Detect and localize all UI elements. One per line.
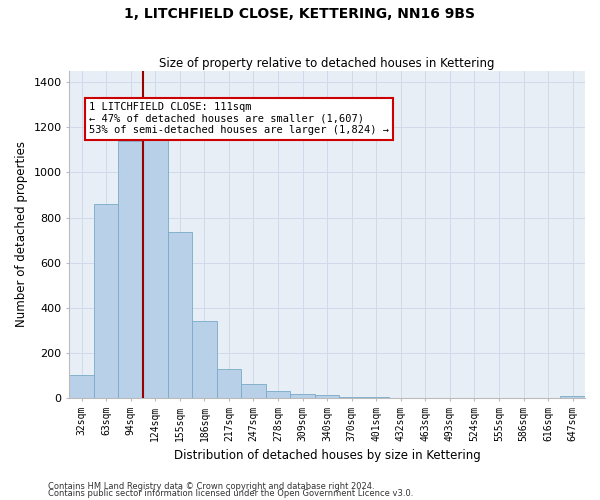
Bar	[94, 204, 118, 398]
Y-axis label: Number of detached properties: Number of detached properties	[15, 142, 28, 328]
Bar	[290, 394, 315, 398]
X-axis label: Distribution of detached houses by size in Kettering: Distribution of detached houses by size …	[174, 450, 481, 462]
Bar	[340, 396, 364, 398]
Bar	[560, 396, 585, 398]
Bar	[364, 397, 389, 398]
Text: Contains public sector information licensed under the Open Government Licence v3: Contains public sector information licen…	[48, 490, 413, 498]
Bar	[315, 395, 340, 398]
Text: 1 LITCHFIELD CLOSE: 111sqm
← 47% of detached houses are smaller (1,607)
53% of s: 1 LITCHFIELD CLOSE: 111sqm ← 47% of deta…	[89, 102, 389, 136]
Text: Contains HM Land Registry data © Crown copyright and database right 2024.: Contains HM Land Registry data © Crown c…	[48, 482, 374, 491]
Bar	[192, 322, 217, 398]
Text: 1, LITCHFIELD CLOSE, KETTERING, NN16 9BS: 1, LITCHFIELD CLOSE, KETTERING, NN16 9BS	[125, 8, 476, 22]
Bar	[241, 384, 266, 398]
Bar	[217, 369, 241, 398]
Bar	[143, 140, 167, 398]
Bar	[118, 140, 143, 398]
Bar	[70, 375, 94, 398]
Bar	[266, 392, 290, 398]
Title: Size of property relative to detached houses in Kettering: Size of property relative to detached ho…	[160, 56, 495, 70]
Bar	[167, 232, 192, 398]
